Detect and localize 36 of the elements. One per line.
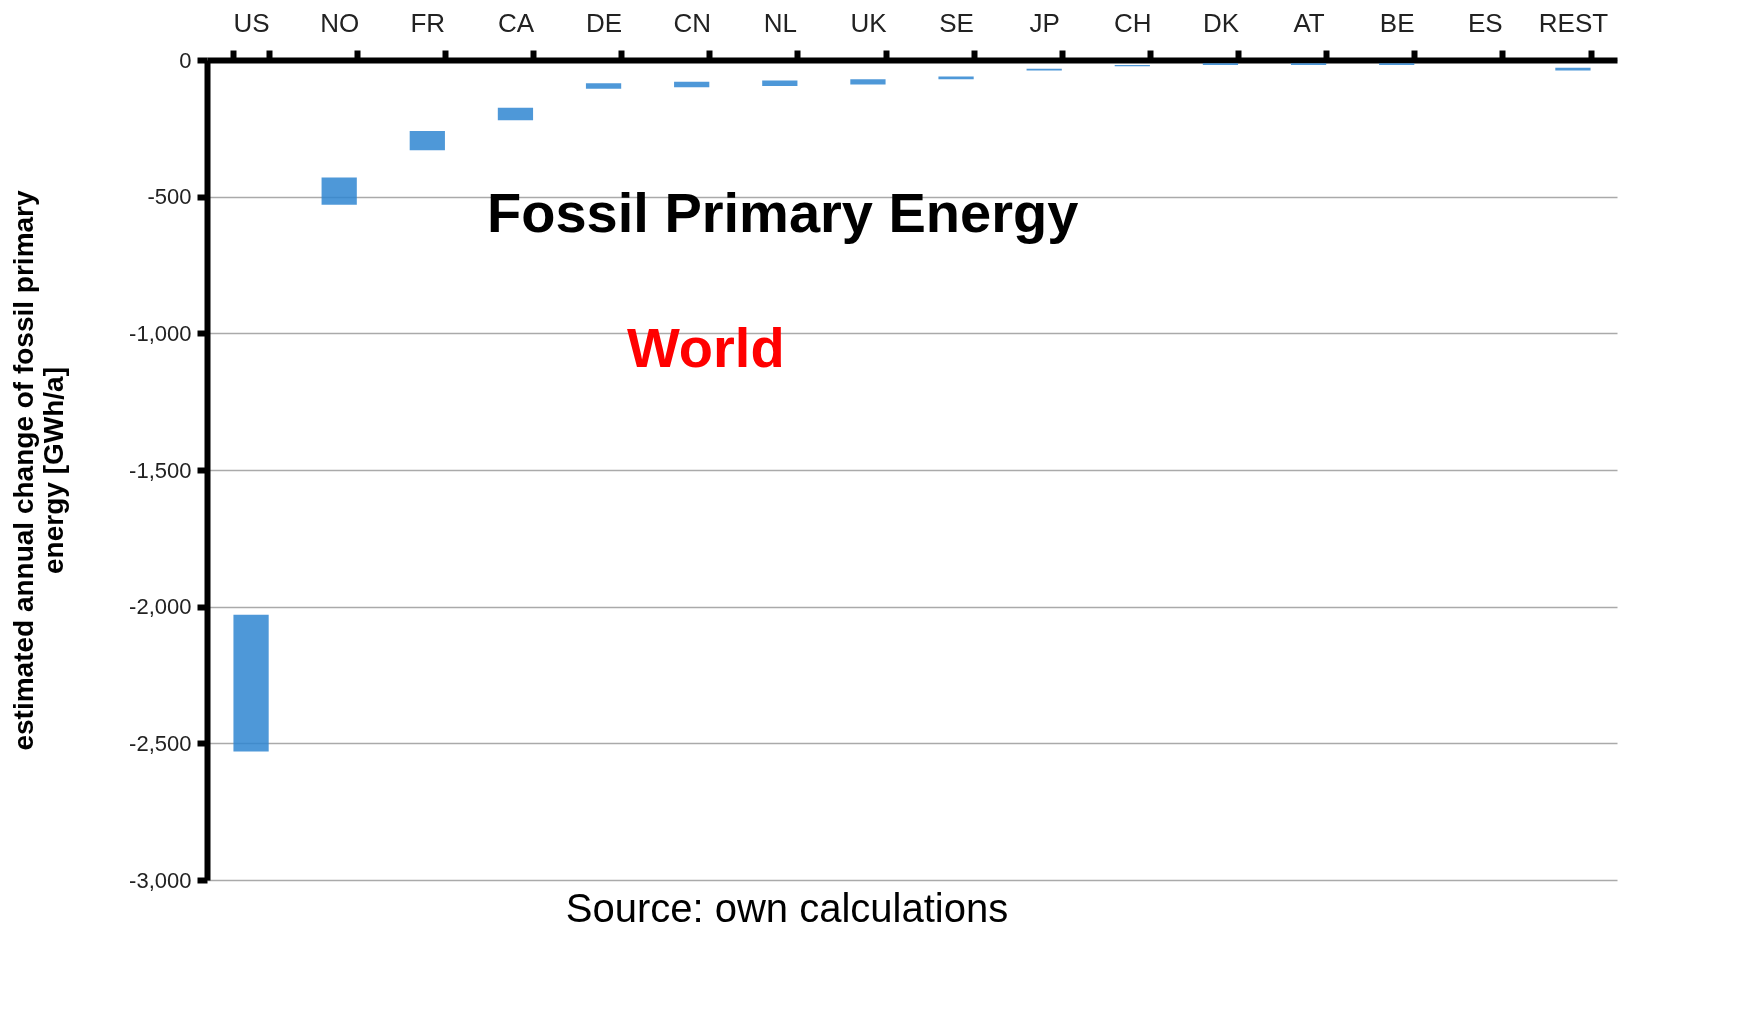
text: Fossil Primary Energy — [487, 181, 1079, 244]
x-tick-label: DK — [1202, 7, 1240, 38]
bar — [233, 614, 269, 752]
bar — [674, 81, 710, 88]
y-axis-title: estimated annual change of fossil primary energy [GWh/a] — [8, 190, 70, 751]
y-tick-label: -1,500 — [129, 457, 192, 483]
y-tick-label: -2,500 — [129, 730, 192, 756]
x-tick-label: REST — [1538, 7, 1609, 38]
y-tick-label: -1,000 — [129, 320, 192, 346]
bar — [762, 80, 798, 86]
x-tick-label: ES — [1467, 7, 1503, 38]
y-tick-label: -500 — [147, 184, 192, 210]
x-tick-label: AT — [1293, 7, 1325, 38]
x-tick-label: BE — [1379, 7, 1415, 38]
x-tick-label: UK — [850, 7, 888, 38]
x-tick-label: CA — [497, 7, 535, 38]
x-tick-label: DE — [586, 7, 623, 38]
bar — [938, 76, 974, 80]
y-tick-label: -2,000 — [129, 594, 192, 620]
bar — [497, 107, 534, 121]
x-tick-label: CH — [1114, 7, 1152, 38]
source-note: Source: own calculations — [565, 886, 1009, 930]
y-tick-label: 0 — [179, 47, 192, 73]
bar — [585, 83, 622, 89]
x-tick-label: CN — [673, 7, 711, 38]
bar — [409, 131, 445, 151]
text: World — [627, 316, 785, 379]
x-tick-label: NL — [763, 7, 797, 38]
x-tick-label: US — [233, 7, 270, 38]
x-tick-label: JP — [1029, 7, 1060, 38]
x-tick-label: FR — [410, 7, 446, 38]
x-tick-label: SE — [939, 7, 974, 38]
y-tick-label: -3,000 — [129, 867, 192, 893]
x-tick-label: NO — [320, 7, 360, 38]
bar — [850, 79, 886, 85]
bar — [321, 177, 357, 205]
